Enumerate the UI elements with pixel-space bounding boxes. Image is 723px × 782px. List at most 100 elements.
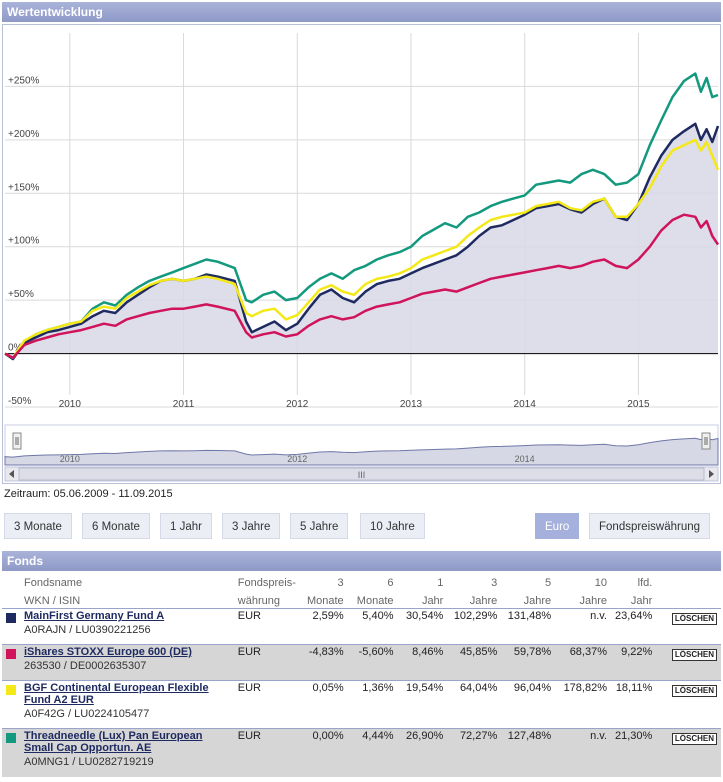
handle-body bbox=[12, 432, 22, 450]
y-tick-label: +250% bbox=[8, 75, 40, 86]
header-6m-sub: Monate bbox=[356, 595, 394, 607]
chart-panel-header: Wertentwicklung bbox=[2, 2, 721, 22]
fund-perf-3y: 72,27% bbox=[447, 728, 502, 777]
fund-color-swatch bbox=[6, 733, 16, 743]
fund-name-link[interactable]: MainFirst Germany Fund A bbox=[24, 610, 165, 622]
header-5y-sub: Jahre bbox=[523, 595, 552, 607]
fund-perf-6m: 1,36% bbox=[347, 680, 398, 729]
scrollbar-grip-icon: III bbox=[358, 470, 366, 480]
fund-perf-6m: 5,40% bbox=[347, 608, 398, 645]
navigator-left-handle-icon[interactable] bbox=[12, 432, 22, 450]
fund-perf-10y: n.v. bbox=[555, 728, 611, 777]
fund-perf-5y: 127,48% bbox=[501, 728, 556, 777]
fund-ids: A0RAJN / LU0390221256 bbox=[24, 624, 151, 636]
period-button-10y[interactable]: 10 Jahre bbox=[360, 513, 425, 539]
header-row-bottom: WKN / ISIN währung Monate Monate Jahr Ja… bbox=[2, 590, 721, 609]
chart-panel-title: Wertentwicklung bbox=[7, 5, 103, 19]
fund-row[interactable]: MainFirst Germany Fund A A0RAJN / LU03902… bbox=[2, 608, 721, 645]
header-1y-sub: Jahr bbox=[421, 595, 444, 607]
x-tick-label: 2013 bbox=[400, 399, 423, 410]
header-10y: 10 bbox=[594, 577, 607, 589]
delete-button[interactable]: LÖSCHEN bbox=[671, 733, 717, 745]
fund-name-link[interactable]: Threadneedle (Lux) Pan European Small Ca… bbox=[24, 730, 203, 754]
fund-row[interactable]: iShares STOXX Europe 600 (DE) 263530 / DE… bbox=[2, 644, 721, 681]
fund-currency: EUR bbox=[233, 680, 302, 729]
fund-currency: EUR bbox=[233, 644, 302, 681]
y-tick-label: 0% bbox=[8, 343, 23, 354]
y-tick-label: -50% bbox=[8, 396, 31, 407]
fund-row[interactable]: Threadneedle (Lux) Pan European Small Ca… bbox=[2, 728, 721, 777]
navigator-label: 2012 bbox=[287, 454, 307, 464]
fund-perf-3y: 64,04% bbox=[447, 680, 502, 729]
fund-perf-10y: 68,37% bbox=[555, 644, 611, 681]
currency-button-fund[interactable]: Fondspreiswährung bbox=[589, 513, 711, 539]
header-name-sub: WKN / ISIN bbox=[24, 595, 81, 607]
fund-perf-10y: n.v. bbox=[555, 608, 611, 645]
fund-perf-3m: 2,59% bbox=[301, 608, 348, 645]
period-button-5y[interactable]: 5 Jahre bbox=[290, 513, 349, 539]
header-row-top: Fondsname Fondspreis- 3 6 1 3 5 10 lfd. bbox=[2, 572, 721, 590]
performance-chart[interactable]: -50% 0% +50% +100% +150% +200% +250% 2010 2011 20… bbox=[2, 24, 721, 484]
fund-perf-3m: 0,00% bbox=[301, 728, 348, 777]
scrollbar-thumb[interactable] bbox=[18, 467, 705, 481]
delete-button[interactable]: LÖSCHEN bbox=[671, 649, 717, 661]
fund-name-link[interactable]: iShares STOXX Europe 600 (DE) bbox=[24, 646, 192, 658]
fund-perf-ytd: 9,22% bbox=[611, 644, 657, 681]
series-line bbox=[4, 138, 720, 360]
series-line bbox=[4, 72, 719, 361]
fund-perf-1y: 30,54% bbox=[397, 608, 448, 645]
period-button-6m[interactable]: 6 Monate bbox=[82, 513, 150, 539]
period-button-3y[interactable]: 3 Jahre bbox=[222, 513, 281, 539]
fund-perf-3m: -4,83% bbox=[301, 644, 348, 681]
delete-button[interactable]: LÖSCHEN bbox=[671, 613, 717, 625]
series-line bbox=[4, 213, 720, 360]
x-tick-label: 2010 bbox=[59, 399, 82, 410]
header-10y-sub: Jahre bbox=[579, 595, 607, 607]
header-currency: Fondspreis- bbox=[237, 577, 296, 589]
header-5y: 5 bbox=[545, 577, 552, 589]
navigator-series bbox=[4, 437, 719, 466]
x-tick-label: 2015 bbox=[627, 399, 650, 410]
funds-panel-header: Fonds bbox=[2, 551, 721, 571]
period-button-3m[interactable]: 3 Monate bbox=[4, 513, 72, 539]
date-range-text: Zeitraum: 05.06.2009 - 11.09.2015 bbox=[4, 488, 173, 500]
scroll-left-arrow-icon[interactable] bbox=[9, 470, 14, 478]
fund-perf-ytd: 21,30% bbox=[611, 728, 657, 777]
fund-name-link[interactable]: BGF Continental European Flexible Fund A… bbox=[24, 682, 209, 706]
navigator-label: 2010 bbox=[60, 454, 80, 464]
fund-perf-3y: 102,29% bbox=[447, 608, 502, 645]
header-name: Fondsname bbox=[24, 577, 83, 589]
fund-perf-3y: 45,85% bbox=[447, 644, 502, 681]
x-tick-label: 2011 bbox=[173, 399, 195, 410]
header-ytd-sub: Jahr bbox=[630, 595, 653, 607]
fund-row[interactable]: BGF Continental European Flexible Fund A… bbox=[2, 680, 721, 729]
currency-button-euro[interactable]: Euro bbox=[535, 513, 580, 539]
header-3y-sub: Jahre bbox=[469, 595, 498, 607]
fund-currency: EUR bbox=[233, 608, 302, 645]
series-area-shade bbox=[5, 123, 718, 359]
chart-svg[interactable]: -50% 0% +50% +100% +150% +200% +250% 2010 2011 20… bbox=[3, 25, 720, 483]
delete-button[interactable]: LÖSCHEN bbox=[671, 685, 717, 697]
fund-perf-1y: 26,90% bbox=[397, 728, 448, 777]
fund-perf-5y: 131,48% bbox=[501, 608, 556, 645]
y-tick-label: +150% bbox=[8, 182, 40, 193]
fund-perf-ytd: 23,64% bbox=[611, 608, 657, 645]
funds-panel-title: Fonds bbox=[7, 554, 43, 568]
fund-color-swatch bbox=[6, 613, 16, 623]
fund-perf-6m: -5,60% bbox=[347, 644, 398, 681]
x-tick-label: 2012 bbox=[286, 399, 309, 410]
fund-perf-ytd: 18,11% bbox=[611, 680, 657, 729]
header-ytd: lfd. bbox=[637, 577, 653, 589]
fund-color-swatch bbox=[6, 685, 16, 695]
navigator-right-handle-icon[interactable] bbox=[701, 432, 711, 450]
fund-ids: A0F42G / LU0224105477 bbox=[24, 708, 150, 720]
fund-perf-5y: 59,78% bbox=[501, 644, 556, 681]
fund-perf-1y: 19,54% bbox=[397, 680, 448, 729]
period-button-1y[interactable]: 1 Jahr bbox=[160, 513, 212, 539]
scroll-right-arrow-icon[interactable] bbox=[709, 470, 714, 478]
fund-perf-6m: 4,44% bbox=[347, 728, 398, 777]
y-tick-label: +100% bbox=[8, 236, 40, 247]
header-3m-sub: Monate bbox=[306, 595, 344, 607]
header-3m: 3 bbox=[337, 577, 344, 589]
fund-ids: A0MNG1 / LU0282719219 bbox=[24, 756, 154, 768]
